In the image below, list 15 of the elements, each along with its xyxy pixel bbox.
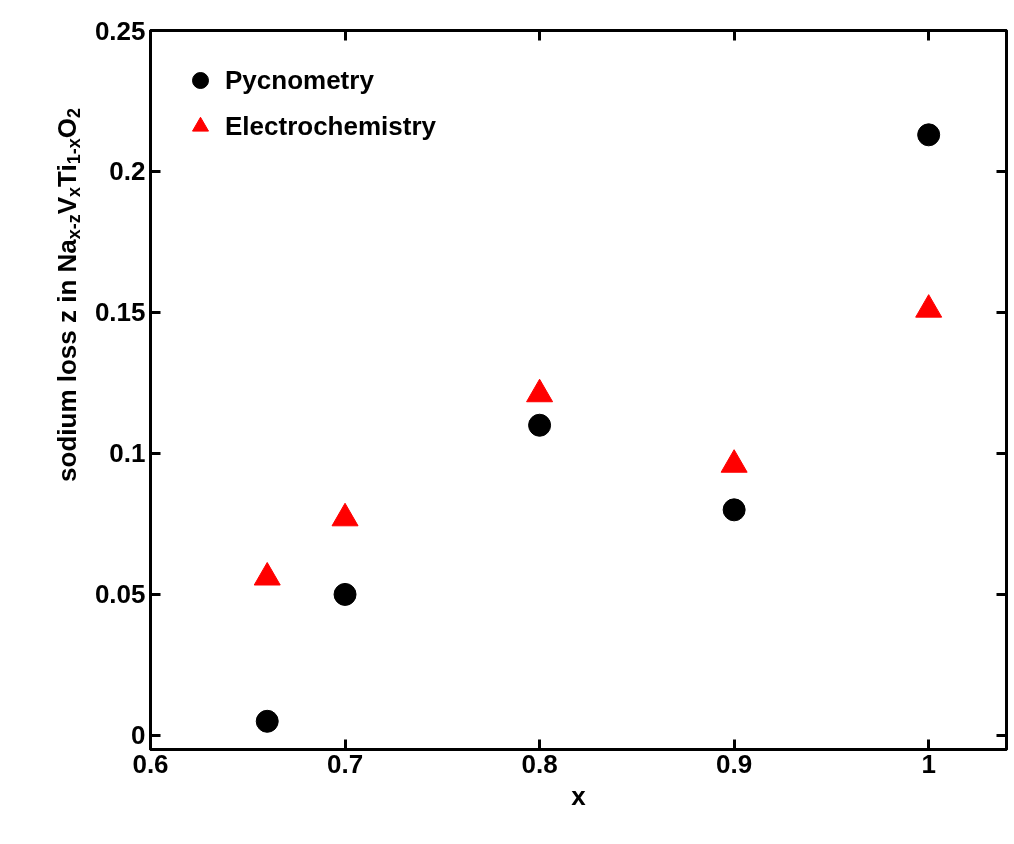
- x-tick-label: 0.9: [716, 748, 753, 779]
- y-tick-label: 0.25: [94, 15, 146, 46]
- legend-label: Pycnometry: [225, 64, 374, 96]
- x-tick-label: 0.8: [521, 748, 558, 779]
- y-axis-title: sodium loss z in Nax-zVxTi1-xO2: [51, 108, 84, 482]
- x-tick-label: 0.6: [132, 748, 169, 779]
- y-tick-label: 0: [131, 720, 146, 751]
- x-axis-title: x: [571, 780, 587, 811]
- y-tick-label: 0.15: [94, 297, 146, 328]
- x-tick-label: 0.7: [326, 748, 364, 779]
- x-tick-label: 1: [921, 748, 936, 779]
- legend-label: Electrochemistry: [225, 110, 436, 142]
- y-tick-label: 0.1: [109, 438, 146, 469]
- y-tick-label: 0.05: [94, 579, 146, 610]
- y-tick-label: 0.2: [109, 156, 146, 187]
